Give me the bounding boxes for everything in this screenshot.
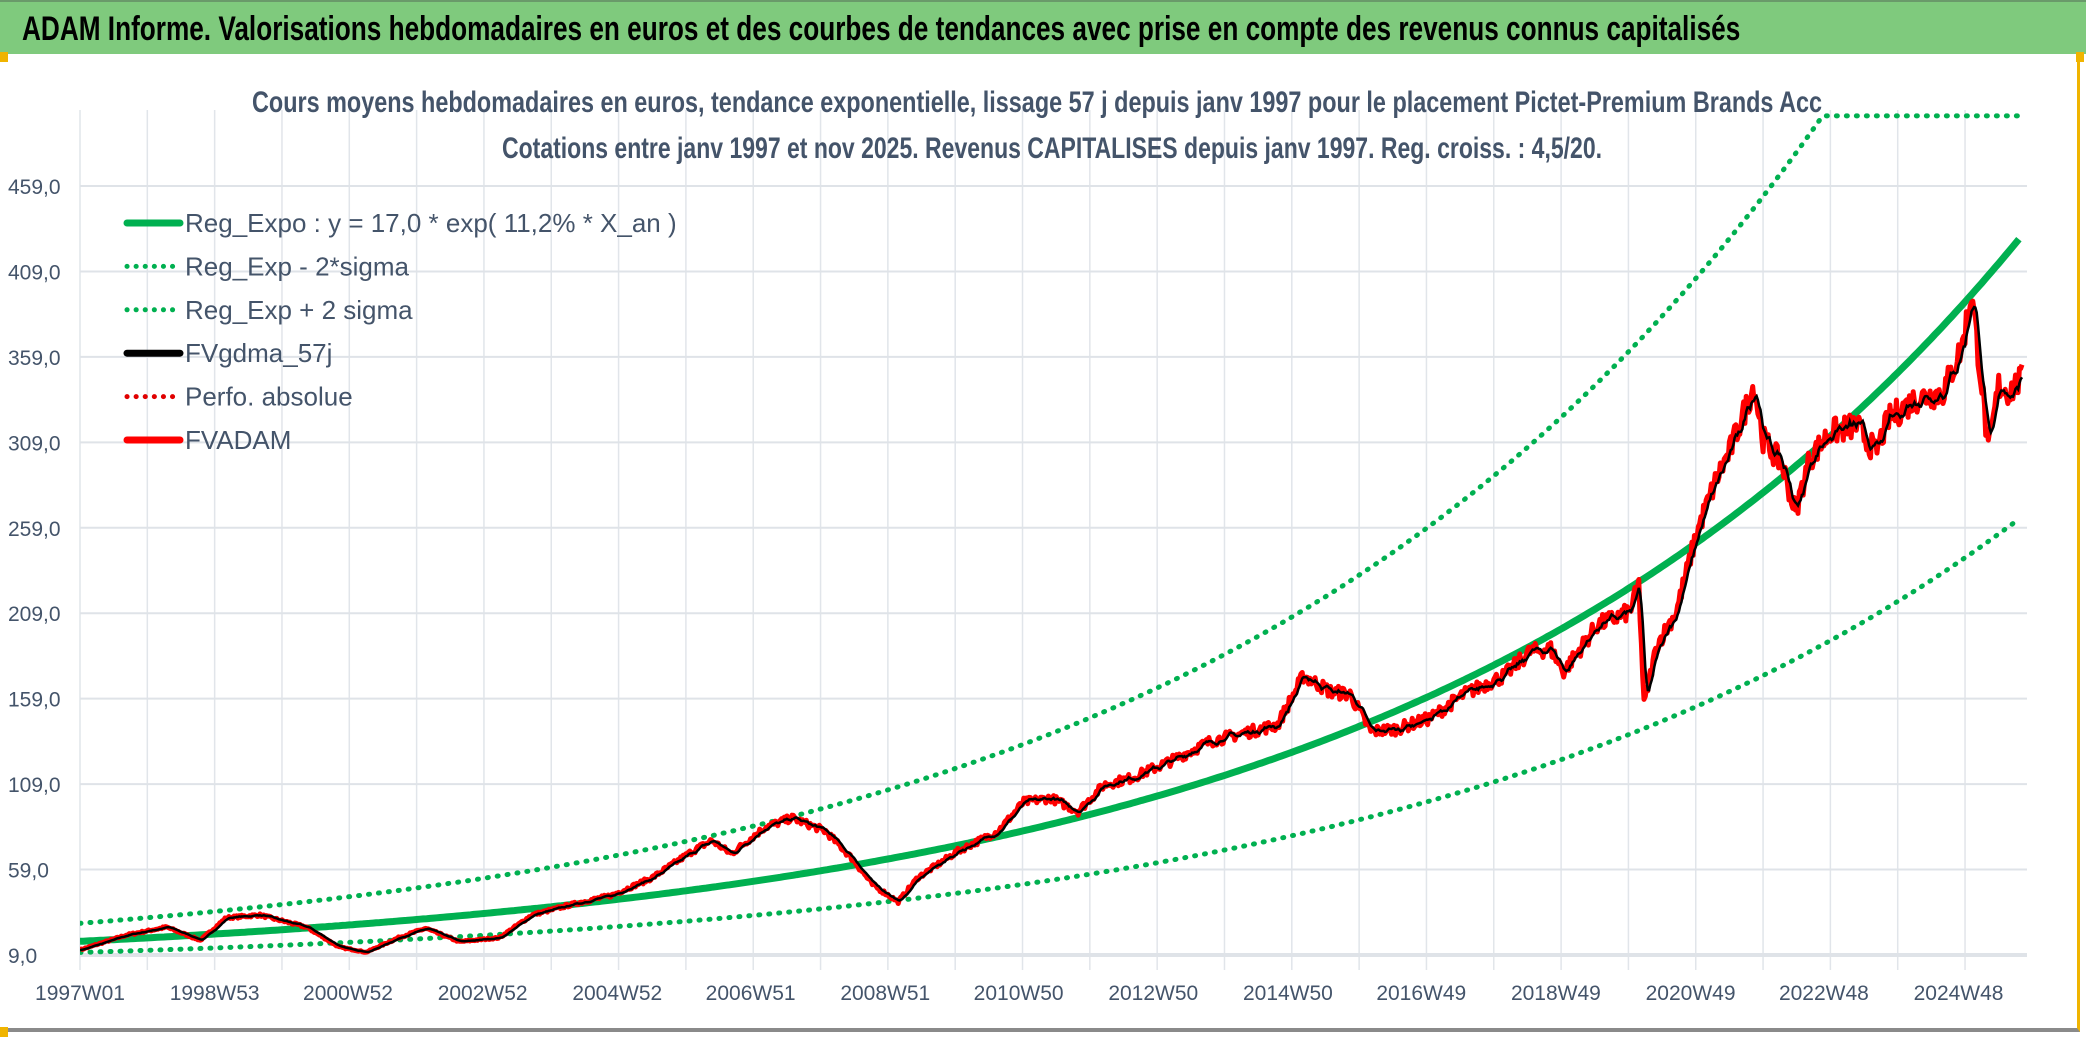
resize-handle[interactable]	[0, 52, 8, 62]
y-tick-label: 309,0	[8, 432, 61, 455]
fvadam-line	[80, 298, 2025, 955]
resize-handle[interactable]	[2076, 52, 2084, 62]
reg-exp-plus-2sigma-line	[80, 113, 2022, 926]
legend-label: Perfo. absolue	[185, 382, 353, 412]
legend-label: FVgdma_57j	[185, 338, 332, 368]
chart-subtitle: Cotations entre janv 1997 et nov 2025. R…	[502, 132, 1602, 165]
report-header: ADAM Informe. Valorisations hebdomadaire…	[0, 0, 2086, 54]
x-tick-label: 2008W51	[840, 982, 930, 1005]
y-tick-label: 109,0	[8, 774, 61, 797]
x-tick-label: 2004W52	[572, 982, 662, 1005]
y-tick-label: 459,0	[8, 176, 61, 199]
reg-expo-line	[80, 236, 2022, 945]
x-tick-label: 2000W52	[303, 982, 393, 1005]
x-tick-label: 2024W48	[1914, 982, 2004, 1005]
resize-handle[interactable]	[0, 1027, 8, 1037]
x-tick-label: 2010W50	[974, 982, 1064, 1005]
x-tick-label: 1997W01	[35, 982, 125, 1005]
y-tick-label: 209,0	[8, 603, 61, 626]
legend-label: Reg_Expo : y = 17,0 * exp( 11,2% * X_an …	[185, 208, 677, 238]
y-tick-label: 409,0	[8, 261, 61, 284]
legend-label: Reg_Exp + 2 sigma	[185, 295, 413, 325]
chart-title: Cours moyens hebdomadaires en euros, ten…	[252, 86, 1822, 119]
x-tick-label: 2016W49	[1376, 982, 1466, 1005]
fvgdma-57j-line	[80, 305, 2024, 954]
x-tick-label: 2014W50	[1243, 982, 1333, 1005]
x-tick-label: 2018W49	[1511, 982, 1601, 1005]
y-tick-label: 59,0	[8, 860, 49, 883]
reg-exp-minus-2sigma-line	[80, 516, 2022, 955]
chart-frame	[0, 54, 2080, 1032]
x-tick-label: 2012W50	[1108, 982, 1198, 1005]
legend-label: FVADAM	[185, 425, 291, 455]
x-tick-label: 2002W52	[438, 982, 528, 1005]
y-tick-label: 9,0	[8, 945, 37, 968]
x-tick-label: 2020W49	[1646, 982, 1736, 1005]
x-tick-label: 1998W53	[170, 982, 260, 1005]
y-tick-label: 359,0	[8, 347, 61, 370]
x-tick-label: 2006W51	[706, 982, 796, 1005]
y-tick-label: 259,0	[8, 518, 61, 541]
legend-label: Reg_Exp - 2*sigma	[185, 251, 410, 281]
y-tick-label: 159,0	[8, 689, 61, 712]
report-title: ADAM Informe. Valorisations hebdomadaire…	[22, 10, 1741, 48]
x-tick-label: 2022W48	[1779, 982, 1869, 1005]
